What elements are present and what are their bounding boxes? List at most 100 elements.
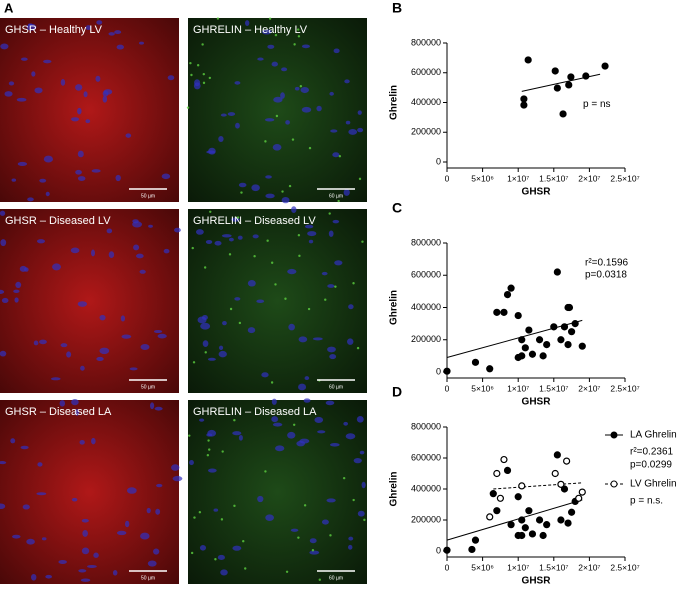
signal bbox=[264, 470, 267, 473]
nucleus bbox=[244, 20, 250, 27]
data-point bbox=[567, 328, 576, 336]
y-tick-label: 200000 bbox=[411, 514, 441, 524]
legend-marker bbox=[610, 480, 618, 488]
data-point bbox=[493, 308, 501, 316]
nucleus bbox=[77, 107, 82, 115]
nucleus bbox=[205, 239, 213, 245]
nucleus bbox=[281, 67, 288, 72]
signal bbox=[352, 498, 355, 502]
nucleus bbox=[348, 129, 358, 135]
micrograph bbox=[188, 18, 367, 202]
panel-label: A bbox=[4, 0, 14, 15]
nucleus bbox=[70, 247, 80, 254]
signal bbox=[334, 285, 337, 288]
data-point bbox=[514, 311, 522, 320]
nucleus bbox=[174, 227, 181, 233]
nucleus bbox=[218, 350, 227, 358]
nucleus bbox=[129, 367, 138, 371]
nucleus bbox=[301, 106, 312, 113]
y-tick-label: 0 bbox=[436, 156, 441, 166]
y-tick-label: 400000 bbox=[411, 302, 441, 312]
nucleus bbox=[300, 86, 310, 94]
signal bbox=[292, 423, 296, 427]
x-axis-title: GHSR bbox=[522, 187, 552, 198]
nucleus bbox=[301, 44, 310, 49]
signal bbox=[358, 177, 362, 181]
y-tick-label: 400000 bbox=[411, 97, 441, 107]
data-point bbox=[486, 365, 494, 373]
data-point bbox=[521, 524, 529, 532]
micrograph bbox=[0, 18, 179, 202]
nucleus bbox=[133, 244, 140, 251]
data-point bbox=[551, 67, 559, 75]
nucleus bbox=[140, 344, 150, 351]
signal bbox=[196, 64, 200, 67]
nucleus bbox=[71, 497, 78, 502]
nucleus bbox=[353, 458, 362, 464]
nucleus bbox=[356, 416, 364, 423]
nucleus bbox=[8, 81, 15, 86]
nucleus bbox=[77, 301, 88, 307]
x-tick-label: 1×10⁷ bbox=[507, 173, 529, 183]
nucleus bbox=[327, 284, 335, 288]
y-tick-label: 800000 bbox=[411, 237, 441, 247]
nucleus bbox=[120, 315, 126, 322]
data-point bbox=[525, 507, 533, 515]
data-point bbox=[520, 101, 528, 109]
y-tick-label: 200000 bbox=[411, 127, 441, 137]
nucleus bbox=[345, 120, 351, 125]
nucleus bbox=[91, 437, 96, 445]
x-tick-label: 5×10⁶ bbox=[471, 383, 494, 393]
signal bbox=[228, 253, 232, 256]
data-point bbox=[543, 340, 551, 349]
nucleus bbox=[332, 219, 340, 224]
nucleus bbox=[102, 95, 108, 103]
nucleus bbox=[357, 110, 362, 115]
x-axis-title: GHSR bbox=[522, 397, 552, 408]
nucleus bbox=[199, 418, 205, 422]
data-point bbox=[575, 494, 583, 502]
nucleus bbox=[238, 434, 243, 441]
nucleus bbox=[93, 552, 99, 558]
nucleus bbox=[155, 508, 161, 515]
nucleus bbox=[359, 450, 365, 455]
nucleus bbox=[157, 333, 167, 339]
data-point bbox=[493, 469, 501, 478]
nucleus bbox=[317, 430, 326, 434]
signal bbox=[298, 254, 301, 258]
nucleus bbox=[11, 178, 17, 182]
signal bbox=[291, 138, 295, 141]
data-point bbox=[557, 336, 565, 344]
nucleus bbox=[237, 235, 243, 240]
nucleus bbox=[316, 105, 322, 112]
nucleus bbox=[221, 234, 232, 238]
signal bbox=[253, 255, 256, 258]
signal bbox=[189, 61, 192, 65]
y-tick-label: 800000 bbox=[411, 421, 441, 431]
nucleus bbox=[214, 240, 222, 246]
nucleus bbox=[34, 87, 43, 94]
scale-label: 50 µm bbox=[141, 193, 155, 199]
signal bbox=[281, 190, 284, 193]
nucleus bbox=[326, 498, 336, 503]
signal bbox=[328, 212, 331, 215]
nucleus bbox=[114, 30, 122, 35]
signal bbox=[191, 246, 194, 250]
x-tick-label: 5×10⁶ bbox=[471, 562, 494, 572]
nucleus bbox=[136, 253, 144, 259]
nucleus bbox=[0, 289, 5, 295]
signal bbox=[268, 17, 272, 20]
data-point bbox=[518, 516, 526, 524]
micrograph-title: GHRELIN – Diseased LA bbox=[193, 406, 317, 418]
nucleus bbox=[272, 422, 283, 427]
signal bbox=[186, 106, 190, 109]
nucleus bbox=[329, 442, 340, 447]
nucleus bbox=[103, 89, 113, 95]
data-point bbox=[553, 84, 561, 92]
nucleus bbox=[273, 96, 283, 103]
nucleus bbox=[106, 228, 113, 234]
annotation: r²=0.1596 bbox=[585, 258, 629, 269]
nucleus bbox=[312, 337, 323, 341]
nucleus bbox=[31, 573, 37, 581]
nucleus bbox=[132, 221, 142, 228]
